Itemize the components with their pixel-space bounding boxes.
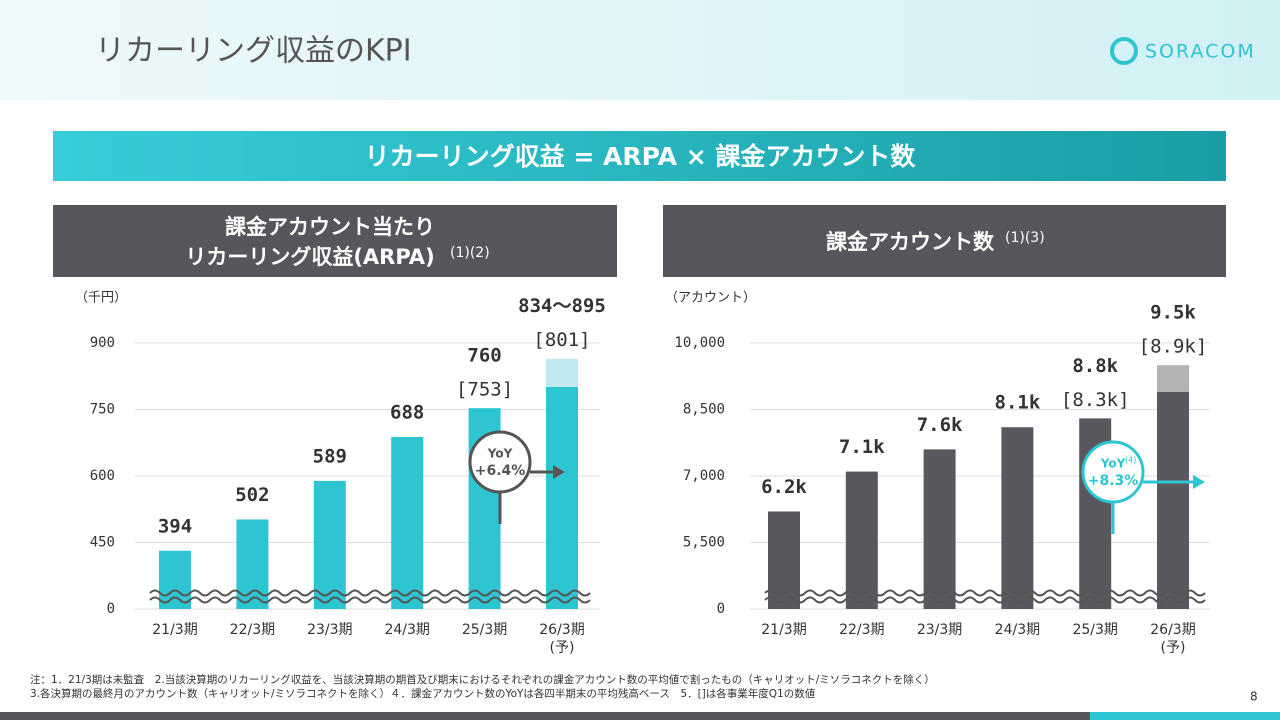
y-axis-label: （アカウント） bbox=[665, 291, 756, 306]
y-tick-label: 10,000 bbox=[674, 335, 725, 351]
y-tick-label: 8,500 bbox=[683, 402, 725, 418]
annotation-title: YoY bbox=[487, 447, 513, 461]
x-tick-label: 21/3期 bbox=[152, 622, 197, 638]
y-tick-label: 600 bbox=[90, 468, 115, 484]
panel-sup: (1)(2) bbox=[450, 245, 490, 261]
bar bbox=[923, 449, 956, 609]
bar bbox=[1001, 427, 1034, 609]
value-label: 7.1k bbox=[839, 436, 885, 458]
panel-header bbox=[663, 205, 1226, 277]
forecast-bar bbox=[1157, 365, 1189, 392]
annotation-title: YoY bbox=[1100, 457, 1126, 471]
bar bbox=[546, 386, 578, 609]
annotation-sup: (4) bbox=[1125, 456, 1136, 465]
value-label: 502 bbox=[235, 484, 269, 506]
x-tick-label: 26/3期 bbox=[539, 622, 584, 638]
x-tick-label: 22/3期 bbox=[230, 622, 275, 638]
y-tick-label: 7,000 bbox=[683, 468, 725, 484]
y-tick-label: 5,500 bbox=[683, 535, 725, 551]
logo: SORACOM bbox=[1145, 41, 1256, 63]
panel-header bbox=[53, 205, 617, 277]
axis-break bbox=[764, 589, 1206, 597]
slide-title: リカーリング収益のKPI bbox=[95, 34, 412, 69]
panel-title: 課金アカウント当たり bbox=[225, 215, 435, 239]
banner-text: リカーリング収益 = ARPA × 課金アカウント数 bbox=[365, 142, 917, 171]
header-band bbox=[0, 0, 1280, 100]
panel-sup: (1)(3) bbox=[1005, 230, 1045, 246]
axis-break bbox=[764, 596, 1206, 604]
panel-title: 課金アカウント数 bbox=[826, 230, 995, 254]
bracket-label: [753] bbox=[456, 379, 513, 401]
value-label: 7.6k bbox=[917, 414, 963, 436]
x-tick-label: 25/3期 bbox=[462, 622, 507, 638]
panel-title: リカーリング収益(ARPA) bbox=[185, 245, 434, 269]
value-label: 8.8k bbox=[1072, 355, 1118, 377]
bar bbox=[391, 436, 424, 609]
x-tick-label: 25/3期 bbox=[1072, 622, 1117, 638]
value-label: 9.5k bbox=[1150, 302, 1196, 324]
value-label: 760 bbox=[467, 345, 501, 367]
bracket-label: [801] bbox=[533, 329, 590, 351]
bar bbox=[1157, 391, 1189, 609]
x-tick-label: 22/3期 bbox=[839, 622, 884, 638]
y-tick-label: 900 bbox=[90, 335, 115, 351]
arrow-head bbox=[553, 465, 565, 479]
forecast-bar bbox=[546, 358, 578, 387]
logo-icon bbox=[1110, 37, 1138, 65]
x-tick-label: 21/3期 bbox=[761, 622, 806, 638]
value-label: 834～895 bbox=[518, 295, 606, 317]
arrow-head bbox=[1193, 475, 1205, 489]
footer-bar bbox=[0, 712, 1090, 720]
value-label: 8.1k bbox=[995, 392, 1041, 414]
forecast-mark: (予) bbox=[1161, 640, 1186, 656]
axis-break bbox=[149, 589, 591, 597]
footer-bar bbox=[1090, 712, 1280, 720]
footnote: 注：1．21/3期は未監査 2.当該決算期のリカーリング収益を、当該決算期の期首… bbox=[30, 673, 935, 686]
axis-break bbox=[149, 596, 591, 604]
annotation-circle bbox=[468, 430, 532, 494]
y-axis-label: （千円） bbox=[75, 291, 127, 306]
banner bbox=[53, 131, 1226, 181]
bracket-label: [8.9k] bbox=[1139, 336, 1208, 358]
annotation-circle bbox=[1081, 440, 1145, 504]
annotation-value: +6.4% bbox=[475, 463, 526, 479]
bar bbox=[159, 550, 191, 609]
annotation-value: +8.3% bbox=[1088, 473, 1139, 489]
x-tick-label: 23/3期 bbox=[917, 622, 962, 638]
bar bbox=[845, 471, 878, 609]
value-label: 394 bbox=[158, 515, 192, 537]
value-label: 589 bbox=[313, 445, 347, 467]
y-tick-label: 0 bbox=[107, 601, 115, 617]
x-tick-label: 24/3期 bbox=[995, 622, 1040, 638]
bracket-label: [8.3k] bbox=[1061, 389, 1130, 411]
value-label: 688 bbox=[390, 401, 424, 423]
x-tick-label: 26/3期 bbox=[1150, 622, 1195, 638]
forecast-mark: (予) bbox=[550, 640, 575, 656]
y-tick-label: 0 bbox=[717, 601, 725, 617]
page-number: 8 bbox=[1250, 690, 1258, 704]
y-tick-label: 450 bbox=[90, 535, 115, 551]
value-label: 6.2k bbox=[761, 476, 807, 498]
bar bbox=[313, 480, 346, 609]
y-tick-label: 750 bbox=[90, 402, 115, 418]
footnote: 3.各決算期の最終月のアカウント数（キャリオット/ミソラコネクトを除く）４．課金… bbox=[30, 687, 816, 700]
x-tick-label: 23/3期 bbox=[307, 622, 352, 638]
x-tick-label: 24/3期 bbox=[384, 622, 429, 638]
